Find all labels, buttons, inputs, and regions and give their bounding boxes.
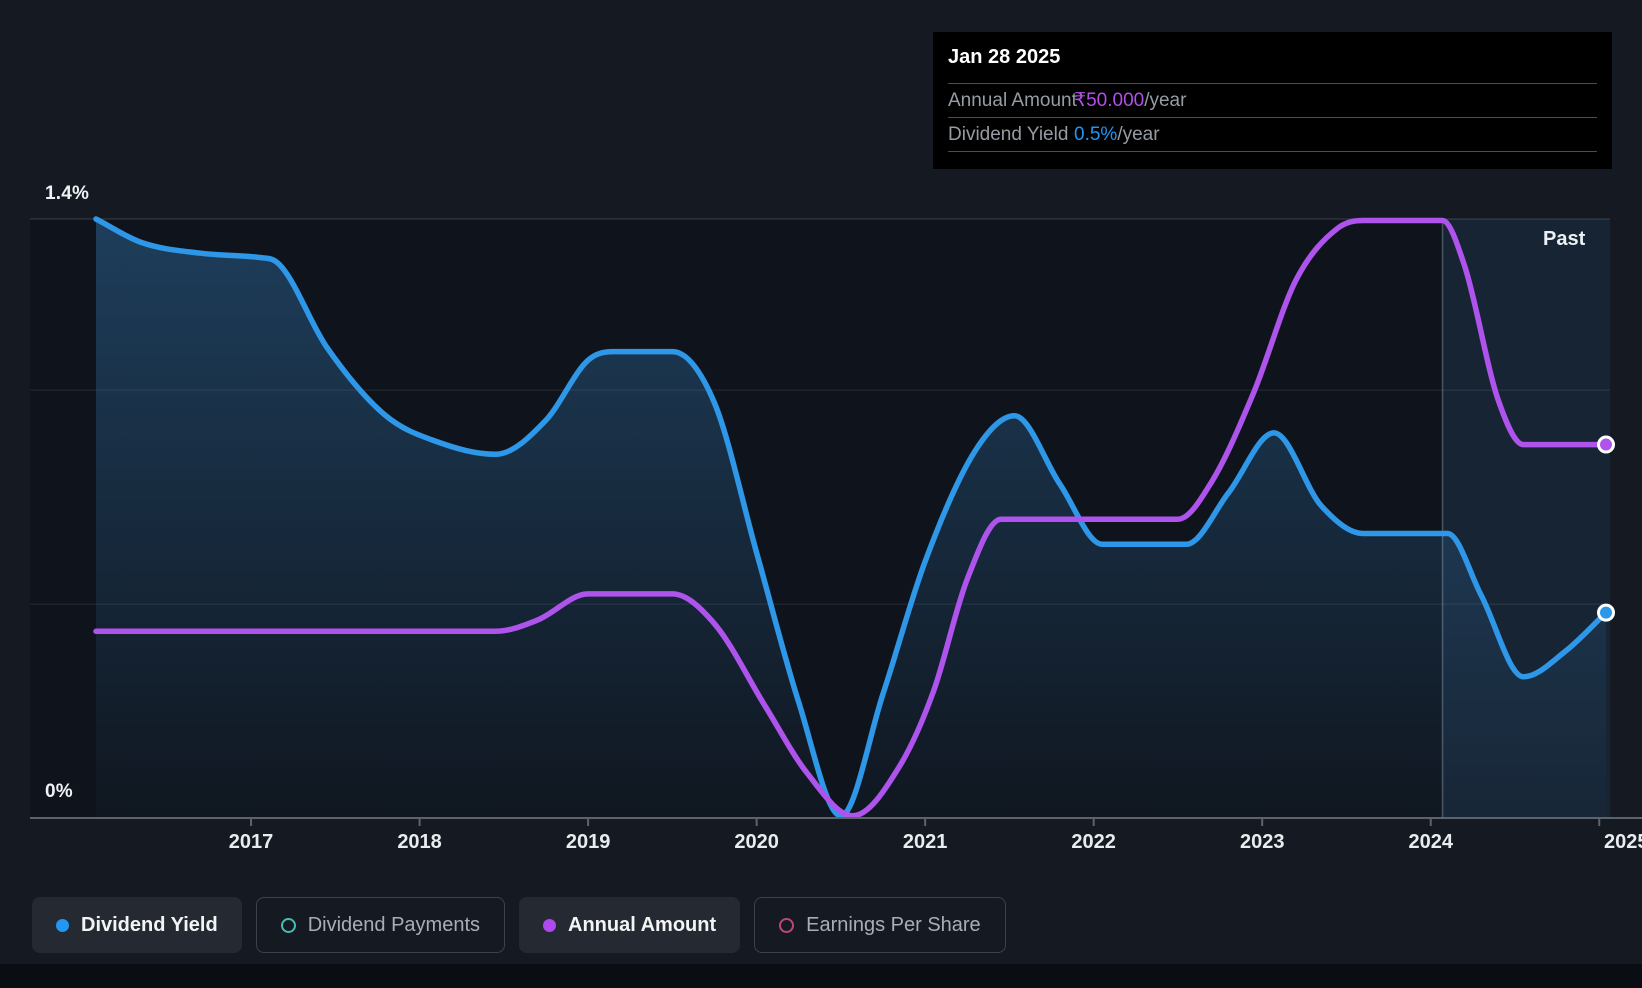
y-axis-max-label: 1.4% — [45, 183, 90, 204]
x-axis-label: 2019 — [565, 831, 611, 853]
tooltip-label: Annual Amount — [948, 89, 1077, 111]
tooltip-value: 0.5%/year — [1074, 123, 1160, 145]
x-axis-label: 2017 — [228, 831, 274, 853]
bottom-strip — [0, 964, 1642, 988]
dividend-payments-ring-icon — [280, 917, 296, 933]
x-axis-label: 2024 — [1408, 831, 1453, 853]
earnings-per-share-ring-icon — [779, 917, 795, 933]
x-axis-label: 2018 — [397, 831, 442, 853]
chart-tooltip: Jan 28 2025 Annual Amount ₹50.000/year Div… — [933, 32, 1612, 169]
legend-label: Annual Amount — [568, 913, 717, 936]
legend-item-dividend-payments[interactable]: Dividend Payments — [255, 897, 506, 953]
tooltip-value: ₹50.000/year — [1074, 90, 1187, 111]
dividend-yield-area — [96, 219, 1606, 818]
past-period-label: Past — [1543, 228, 1586, 250]
x-axis-ticks — [250, 818, 1601, 826]
tooltip-label: Dividend Yield — [948, 123, 1069, 145]
x-axis-label: 2020 — [734, 831, 779, 853]
annual-amount-end-marker — [1597, 435, 1615, 454]
annual-amount-dot-icon — [543, 918, 557, 932]
y-axis-zero-label: 0% — [45, 781, 73, 802]
tooltip-row-annual-amount: Annual Amount ₹50.000/year — [948, 84, 1597, 118]
chart-legend: Dividend Yield Dividend Payments Annual Am… — [32, 897, 1006, 953]
legend-item-dividend-yield[interactable]: Dividend Yield — [32, 897, 242, 953]
legend-label: Dividend Payments — [307, 913, 481, 936]
legend-item-annual-amount[interactable]: Annual Amount — [519, 897, 741, 953]
tooltip-date: Jan 28 2025 — [948, 32, 1597, 84]
x-axis-label: 2021 — [902, 831, 948, 853]
tooltip-row-dividend-yield: Dividend Yield 0.5%/year — [948, 118, 1597, 152]
dividend-yield-line — [93, 216, 1609, 819]
legend-item-earnings-per-share[interactable]: Earnings Per Share — [754, 897, 1006, 953]
x-axis-label: 2023 — [1239, 831, 1285, 853]
legend-label: Dividend Yield — [81, 913, 218, 936]
x-axis-label: 2025 — [1604, 831, 1642, 853]
annual-amount-line — [93, 217, 1609, 819]
dividend-yield-dot-icon — [56, 918, 69, 932]
dividend-yield-end-marker — [1597, 603, 1615, 622]
legend-label: Earnings Per Share — [806, 913, 981, 936]
x-axis-label: 2022 — [1071, 831, 1116, 853]
tooltip-rows: Annual Amount ₹50.000/year Dividend Yield 0… — [948, 84, 1597, 152]
